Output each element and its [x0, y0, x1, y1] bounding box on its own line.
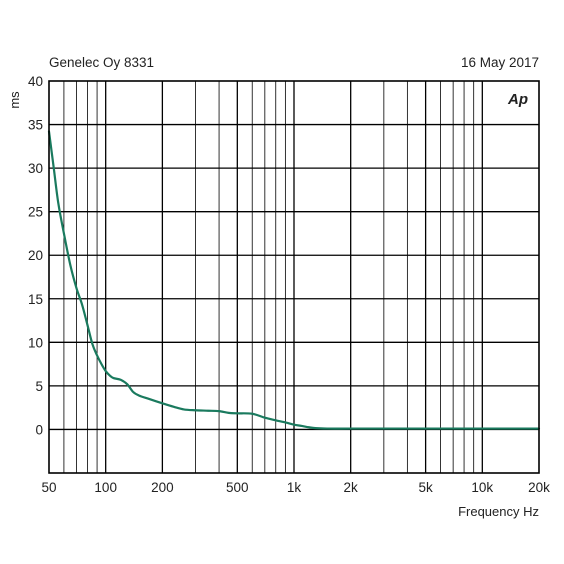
- x-tick-label: 1k: [287, 480, 302, 495]
- x-axis-label: Frequency Hz: [458, 504, 539, 519]
- x-tick-label: 5k: [418, 480, 433, 495]
- x-tick-label: 2k: [344, 480, 359, 495]
- x-tick-label: 10k: [471, 480, 493, 495]
- y-tick-label: 15: [28, 292, 43, 307]
- x-tick-label: 100: [94, 480, 117, 495]
- y-tick-label: 20: [28, 248, 43, 263]
- series-lines: [47, 130, 541, 430]
- plot-frame: [48, 80, 540, 474]
- grid: [49, 81, 539, 473]
- y-tick-label: 30: [28, 161, 43, 176]
- header-date-text: 16 May 2017: [461, 55, 539, 70]
- x-tick-label: 50: [41, 480, 56, 495]
- header-left-text: Genelec Oy 8331: [49, 55, 154, 70]
- y-tick-label: 40: [28, 74, 43, 89]
- x-tick-label: 200: [151, 480, 174, 495]
- x-tick-label: 500: [226, 480, 249, 495]
- y-tick-label: 0: [35, 422, 43, 437]
- x-tick-label: 20k: [528, 480, 550, 495]
- y-tick-label: 25: [28, 205, 43, 220]
- ap-logo: Ap: [507, 91, 528, 108]
- y-tick-label: 10: [28, 335, 43, 350]
- group-delay-line: [47, 130, 541, 430]
- y-tick-label: 35: [28, 118, 43, 133]
- y-tick-label: 5: [35, 379, 43, 394]
- y-axis-label: ms: [7, 91, 22, 109]
